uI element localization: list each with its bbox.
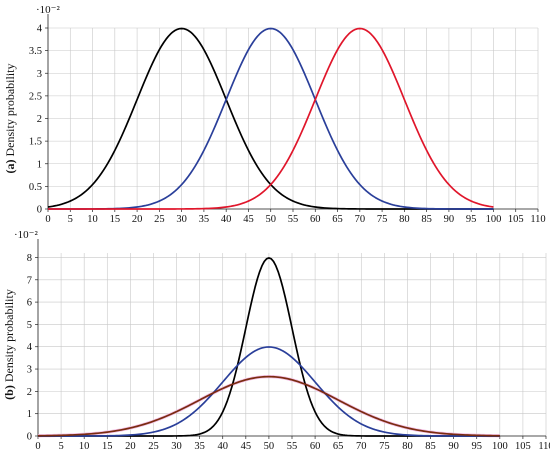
x-tick-label: 45: [243, 214, 254, 225]
series-line-b-1: [38, 346, 500, 437]
x-tick-label: 100: [486, 214, 502, 225]
y-tick-label: 0: [37, 205, 42, 216]
x-tick-label: 55: [288, 214, 299, 225]
y-tick-label: 4: [27, 342, 33, 353]
x-tick-label: 90: [448, 441, 459, 452]
x-tick-label: 5: [58, 441, 63, 452]
x-tick-label: 60: [310, 214, 321, 225]
x-tick-label: 5: [68, 214, 73, 225]
x-tick-label: 30: [176, 214, 187, 225]
x-tick-label: 40: [217, 441, 228, 452]
x-tick-label: 100: [492, 441, 508, 452]
panel-label: (b): [2, 382, 16, 400]
y-axis-label-text: Density probability: [2, 289, 16, 382]
x-tick-label: 85: [421, 214, 432, 225]
x-tick-label: 35: [194, 441, 205, 452]
x-tick-label: 70: [355, 214, 366, 225]
y-tick-label: 2: [37, 114, 42, 125]
panel-label: (a): [3, 157, 17, 174]
chart-panel-b: 0 5 10 15 20 25 30 35 40 45 50 55 60 65 70 75 80 85 90 95 10…: [2, 229, 550, 452]
y-tick-label: 6: [27, 298, 32, 309]
x-tick-label: 90: [444, 214, 455, 225]
x-tick-label: 0: [45, 214, 50, 225]
x-tick-label: 25: [154, 214, 165, 225]
x-tick-label: 0: [35, 441, 40, 452]
x-tick-label: 110: [538, 441, 550, 452]
x-tick-label: 80: [402, 441, 413, 452]
x-tick-label: 85: [425, 441, 436, 452]
y-tick-label: 0: [27, 432, 32, 443]
x-tick-label: 70: [356, 441, 367, 452]
x-tick-label: 65: [333, 441, 344, 452]
y-tick-label: 2: [27, 387, 32, 398]
y-tick-label: 1: [37, 159, 42, 170]
y-tick-label: 1.5: [29, 137, 42, 148]
series-line-a-2: [48, 27, 494, 210]
x-tick-label: 95: [466, 214, 477, 225]
y-multiplier-label: ·10⁻²: [14, 229, 38, 241]
x-tick-label: 10: [79, 441, 90, 452]
series-line-b-2: [37, 375, 500, 437]
x-tick-label: 110: [530, 214, 545, 225]
y-axis-label-text: Density probability: [3, 64, 17, 157]
x-tick-label: 60: [310, 441, 321, 452]
y-tick-label: 1: [27, 409, 32, 420]
y-axis-label: (b) Density probability: [2, 289, 16, 400]
x-tick-label: 65: [332, 214, 343, 225]
y-tick-label: 5: [27, 320, 32, 331]
y-tick-label: 8: [27, 253, 32, 264]
x-tick-label: 105: [515, 441, 531, 452]
grid-a: [47, 27, 539, 210]
x-tick-label: 30: [171, 441, 182, 452]
y-tick-label: 3: [37, 69, 42, 80]
x-tick-label: 40: [221, 214, 232, 225]
x-tick-label: 20: [132, 214, 143, 225]
x-tick-label: 75: [377, 214, 388, 225]
y-tick-label: 4: [37, 24, 43, 35]
grid-b: [37, 253, 547, 437]
x-tick-label: 50: [264, 441, 275, 452]
y-tick-label: 0.5: [29, 182, 42, 193]
x-tick-label: 55: [287, 441, 298, 452]
x-tick-label: 15: [110, 214, 121, 225]
x-tick-label: 20: [125, 441, 136, 452]
x-tick-label: 15: [102, 441, 113, 452]
x-tick-label: 35: [199, 214, 210, 225]
x-tick-label: 45: [241, 441, 252, 452]
y-tick-label: 3: [27, 365, 32, 376]
x-tick-label: 25: [148, 441, 159, 452]
x-tick-label: 80: [399, 214, 410, 225]
x-tick-label: 10: [87, 214, 98, 225]
y-axis-label: (a) Density probability: [3, 64, 17, 174]
y-tick-label: 3.5: [29, 46, 42, 57]
y-tick-label: 7: [27, 275, 32, 286]
x-tick-label: 75: [379, 441, 390, 452]
x-tick-label: 105: [508, 214, 524, 225]
y-tick-label: 2.5: [29, 91, 42, 102]
x-tick-label: 95: [471, 441, 482, 452]
x-tick-label: 50: [265, 214, 276, 225]
chart-panel-a: 0 5 10 15 20 25 30 35 40 45 50 55 60 65 70 75 80 85 90 95 10…: [3, 4, 546, 225]
y-multiplier-label: ·10⁻²: [36, 4, 60, 16]
